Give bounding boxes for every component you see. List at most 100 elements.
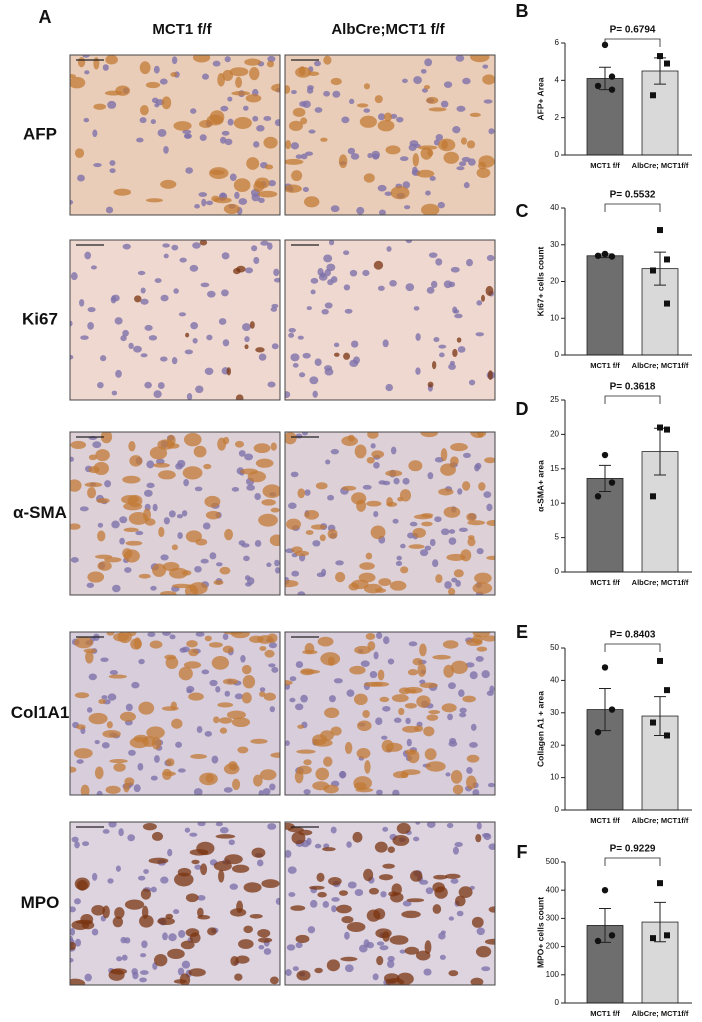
- stain: [70, 941, 77, 951]
- stain: [427, 381, 434, 388]
- nucleus: [452, 126, 461, 134]
- stain: [452, 784, 464, 795]
- stain: [205, 773, 214, 783]
- nucleus: [323, 254, 333, 263]
- data-point: [657, 53, 663, 60]
- nucleus: [111, 520, 120, 529]
- nucleus: [285, 740, 290, 746]
- y-tick-label: 15: [550, 464, 559, 473]
- nucleus: [143, 869, 149, 874]
- stain: [385, 145, 401, 155]
- stain: [217, 72, 226, 87]
- nucleus: [79, 299, 85, 307]
- stain: [356, 748, 371, 759]
- image-frame: [284, 631, 496, 796]
- stain: [128, 441, 136, 452]
- stain: [140, 888, 152, 900]
- stain: [356, 103, 369, 108]
- stain: [129, 455, 143, 467]
- nucleus: [267, 242, 273, 250]
- nucleus: [109, 168, 116, 174]
- stain: [324, 707, 340, 719]
- stain: [285, 432, 297, 445]
- nucleus: [382, 705, 391, 712]
- nucleus: [291, 90, 297, 95]
- nucleus: [135, 530, 144, 536]
- histology-image: [69, 54, 281, 216]
- stain: [305, 530, 314, 535]
- nucleus: [376, 941, 385, 946]
- stain: [255, 347, 265, 353]
- stain: [319, 534, 326, 542]
- stain: [382, 863, 395, 869]
- nucleus: [254, 539, 262, 547]
- stain: [186, 640, 198, 648]
- nucleus: [297, 591, 306, 595]
- data-point: [601, 887, 609, 894]
- stain: [270, 752, 280, 758]
- nucleus: [344, 308, 353, 314]
- stain: [259, 691, 266, 697]
- nucleus: [96, 790, 103, 795]
- nucleus: [119, 516, 128, 524]
- stain: [233, 178, 251, 192]
- stain: [353, 693, 368, 706]
- stain: [249, 914, 263, 919]
- nucleus: [448, 740, 458, 747]
- nucleus: [356, 206, 365, 215]
- stain: [257, 190, 278, 198]
- data-point: [664, 687, 670, 694]
- nucleus: [189, 264, 199, 272]
- stain: [440, 463, 456, 476]
- nucleus: [92, 441, 102, 449]
- nucleus: [370, 443, 376, 449]
- stain: [365, 633, 376, 640]
- nucleus: [448, 537, 457, 545]
- stain: [224, 854, 243, 865]
- nucleus: [367, 152, 373, 159]
- nucleus: [385, 383, 393, 392]
- nucleus: [204, 367, 214, 376]
- stain: [262, 484, 280, 499]
- stain: [188, 968, 206, 977]
- nucleus: [152, 503, 158, 512]
- stain: [399, 489, 412, 502]
- y-axis-label: Ki67+ cells count: [535, 246, 545, 316]
- stain: [76, 724, 86, 730]
- data-point: [664, 932, 670, 939]
- y-tick-label: 30: [550, 240, 559, 249]
- stain: [226, 710, 246, 720]
- stain: [407, 749, 420, 764]
- nucleus: [70, 354, 74, 360]
- y-tick-label: 300: [546, 914, 560, 923]
- nucleus: [468, 158, 476, 166]
- stain: [97, 530, 106, 542]
- stain: [407, 668, 419, 676]
- nucleus: [122, 329, 129, 337]
- stain: [123, 782, 130, 793]
- tissue: [285, 55, 495, 215]
- nucleus: [234, 693, 244, 700]
- stain: [88, 466, 100, 474]
- stain: [363, 83, 371, 90]
- stain: [467, 520, 486, 526]
- nucleus: [224, 138, 233, 146]
- nucleus: [307, 926, 316, 934]
- nucleus: [101, 695, 108, 700]
- nucleus: [347, 147, 356, 155]
- stain: [475, 945, 492, 958]
- nucleus: [468, 379, 476, 386]
- stain: [87, 487, 97, 499]
- nucleus: [450, 878, 459, 884]
- nucleus: [209, 679, 218, 687]
- stain: [312, 781, 330, 791]
- stain: [213, 580, 224, 585]
- stain: [438, 488, 454, 496]
- stain: [432, 882, 445, 893]
- nucleus: [151, 97, 159, 104]
- nucleus: [269, 783, 276, 791]
- stain: [261, 499, 276, 506]
- nucleus: [349, 98, 355, 105]
- stain: [180, 940, 195, 950]
- nucleus: [204, 731, 213, 737]
